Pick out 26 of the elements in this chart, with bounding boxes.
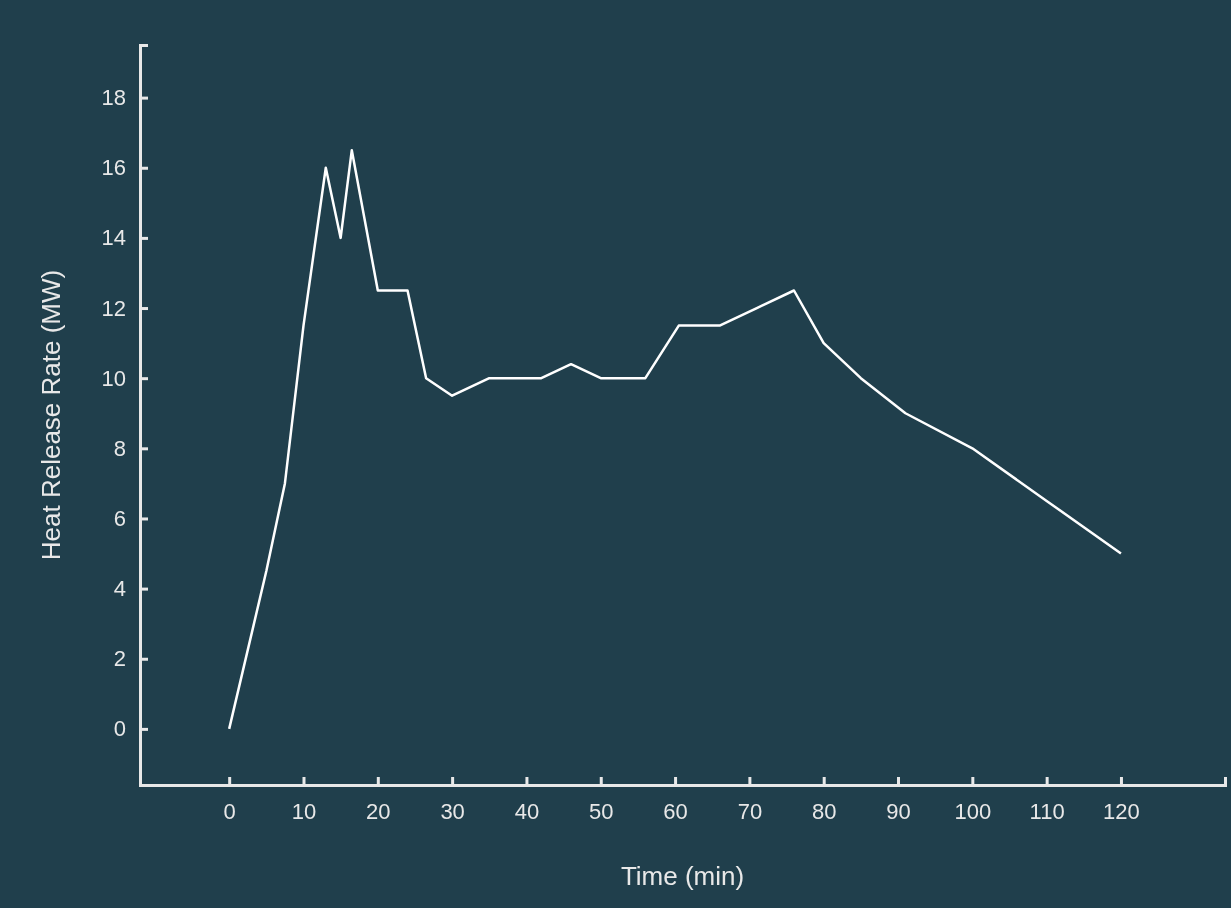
line-series (227, 148, 1123, 731)
x-tick-label: 0 (223, 798, 236, 824)
y-tick-label: 6 (113, 506, 126, 531)
y-tick-label: 16 (101, 155, 126, 181)
y-tick-label: 8 (113, 435, 126, 461)
y-axis-title: Heat Release Rate (MW) (36, 269, 66, 561)
y-tick-label: 18 (101, 85, 126, 111)
x-tick-label: 110 (1029, 798, 1065, 824)
x-tick-label: 30 (440, 798, 465, 824)
x-tick-label: 90 (886, 798, 911, 824)
y-tick-label: 12 (101, 295, 126, 321)
x-tick-label: 50 (589, 798, 614, 824)
x-tick-label: 10 (291, 798, 317, 824)
x-tick-label: 20 (366, 798, 391, 824)
x-tick-label: 60 (663, 798, 688, 824)
x-tick-label: 40 (514, 798, 540, 824)
x-tick-label: 100 (954, 798, 992, 824)
y-tick-label: 4 (113, 576, 126, 602)
y-tick-label: 14 (101, 225, 126, 251)
x-tick-label: 80 (811, 798, 837, 824)
x-axis-title: Time (min) (620, 861, 745, 891)
y-tick-label: 10 (101, 365, 126, 391)
x-tick-label: 70 (737, 798, 763, 824)
x-tick-label: 120 (1103, 798, 1140, 824)
y-tick-label: 0 (113, 716, 126, 742)
y-tick-label: 2 (113, 646, 126, 672)
